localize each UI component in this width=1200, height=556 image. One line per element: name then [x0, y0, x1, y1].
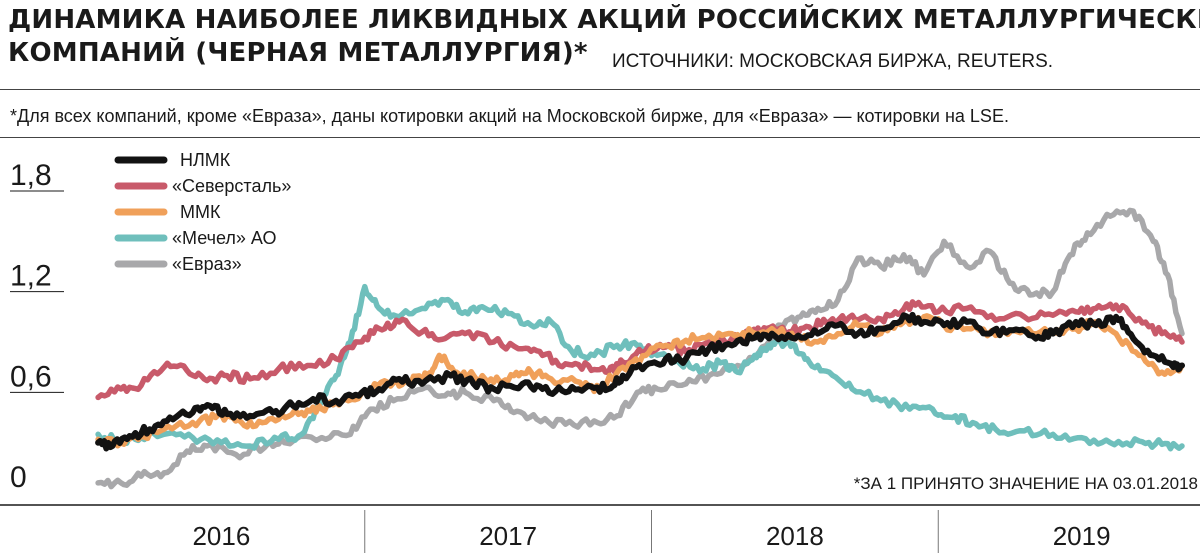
series-line-нлмк	[95, 311, 1185, 452]
footnote-text: *Для всех компаний, кроме «Евраза», даны…	[10, 106, 1009, 126]
legend-label-ммк: ММК	[180, 202, 221, 222]
footnote-divider	[0, 137, 1200, 138]
y-tick-label-1-2: 1,2	[10, 260, 52, 293]
series-line-евраз	[95, 207, 1185, 490]
series-line-ммк	[95, 313, 1185, 449]
y-axis: 0 0,6 1,2 1,8	[10, 159, 64, 494]
y-tick-label-0: 0	[10, 461, 27, 494]
series-layer	[95, 207, 1185, 490]
series-line-северсталь	[95, 299, 1185, 401]
chart-title-line2: КОМПАНИЙ (ЧЕРНАЯ МЕТАЛЛУРГИЯ)*	[8, 37, 1200, 70]
chart-title: ДИНАМИКА НАИБОЛЕЕ ЛИКВИДНЫХ АКЦИЙ РОССИЙ…	[8, 4, 1200, 70]
legend-label-мечел-ао: «Мечел» АО	[172, 228, 277, 248]
x-tick-label-2018: 2018	[766, 521, 824, 551]
legend: НЛМК «Северсталь» ММК «Мечел» АО «Евраз»	[114, 150, 291, 274]
chart-title-line2-text: КОМПАНИЙ (ЧЕРНАЯ МЕТАЛЛУРГИЯ)*	[8, 38, 588, 68]
x-tick-label-2019: 2019	[1053, 521, 1111, 551]
x-tick-label-2016: 2016	[192, 521, 250, 551]
x-axis: 2016 2017 2018 2019	[0, 504, 1200, 553]
x-tick-label-2017: 2017	[479, 521, 537, 551]
chart-title-line1: ДИНАМИКА НАИБОЛЕЕ ЛИКВИДНЫХ АКЦИЙ РОССИЙ…	[8, 5, 1200, 35]
legend-label-нлмк: НЛМК	[180, 150, 231, 170]
series-line-мечел-ао	[95, 283, 1185, 452]
y-tick-label-1-8: 1,8	[10, 159, 52, 192]
legend-label-северсталь: «Северсталь»	[172, 176, 291, 196]
sources-text: ИСТОЧНИКИ: МОСКОВСКАЯ БИРЖА, REUTERS.	[612, 51, 1054, 72]
y-tick-label-0-6: 0,6	[10, 360, 52, 393]
chart-note: *ЗА 1 ПРИНЯТО ЗНАЧЕНИЕ НА 03.01.2018	[854, 474, 1198, 493]
header-divider	[0, 89, 1200, 90]
legend-label-евраз: «Евраз»	[172, 254, 242, 274]
